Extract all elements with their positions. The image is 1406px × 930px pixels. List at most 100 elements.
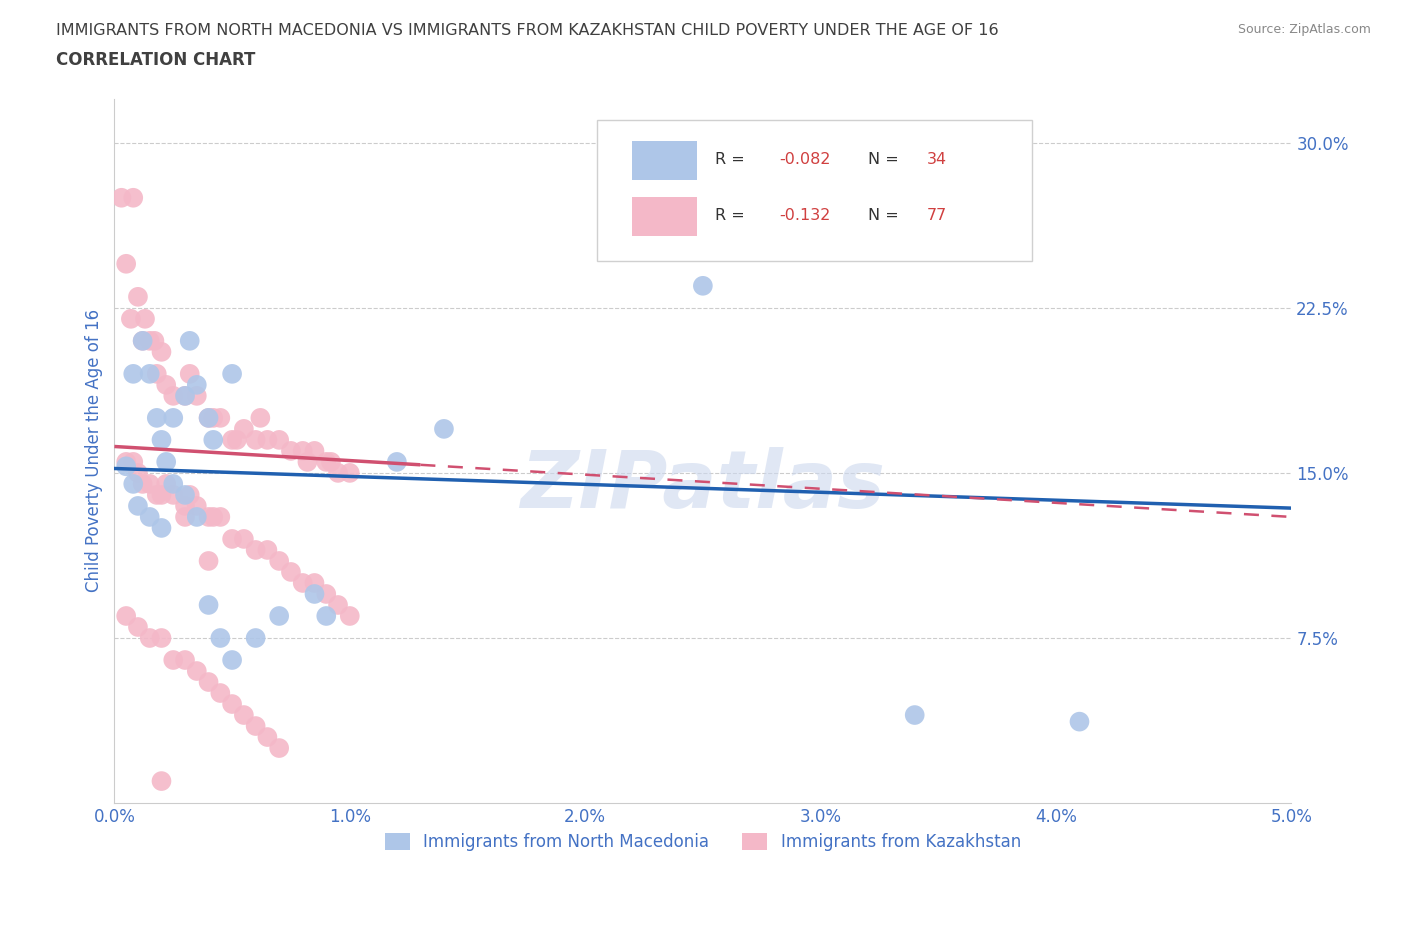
Point — [174, 653, 197, 668]
FancyBboxPatch shape — [633, 197, 697, 236]
Text: CORRELATION CHART: CORRELATION CHART — [56, 51, 256, 69]
Point — [186, 498, 208, 513]
Point — [716, 234, 738, 249]
Point — [256, 730, 278, 745]
Point — [245, 542, 267, 557]
Text: R =: R = — [714, 152, 749, 166]
Point — [280, 444, 302, 458]
Point — [209, 510, 232, 525]
Point — [146, 487, 169, 502]
Point — [150, 432, 173, 447]
Point — [221, 432, 243, 447]
Text: Source: ZipAtlas.com: Source: ZipAtlas.com — [1237, 23, 1371, 36]
Text: R =: R = — [714, 208, 749, 223]
Point — [127, 465, 149, 480]
Point — [143, 333, 166, 348]
Text: ZIPatlas: ZIPatlas — [520, 447, 886, 525]
Point — [326, 598, 349, 613]
Point — [326, 465, 349, 480]
Text: -0.132: -0.132 — [779, 208, 831, 223]
Point — [280, 565, 302, 579]
Point — [692, 278, 714, 293]
Point — [197, 410, 219, 425]
Point — [245, 719, 267, 734]
Point — [162, 487, 184, 502]
Point — [319, 455, 342, 470]
Text: -0.082: -0.082 — [779, 152, 831, 166]
Point — [315, 455, 337, 470]
Text: 34: 34 — [927, 152, 946, 166]
Point — [138, 510, 160, 525]
Point — [155, 476, 177, 491]
FancyBboxPatch shape — [598, 120, 1032, 260]
FancyBboxPatch shape — [633, 141, 697, 179]
Point — [155, 455, 177, 470]
Point — [904, 708, 927, 723]
Point — [249, 410, 271, 425]
Point — [122, 191, 145, 206]
Point — [174, 389, 197, 404]
Point — [221, 366, 243, 381]
Point — [269, 608, 291, 623]
Point — [269, 553, 291, 568]
Point — [197, 598, 219, 613]
Point — [339, 608, 361, 623]
Point — [174, 487, 197, 502]
Point — [127, 289, 149, 304]
Point — [150, 344, 173, 359]
Point — [162, 389, 184, 404]
Point — [232, 532, 254, 547]
Point — [138, 333, 160, 348]
Point — [385, 455, 408, 470]
Point — [291, 444, 314, 458]
Text: N =: N = — [868, 152, 904, 166]
Point — [232, 708, 254, 723]
Point — [304, 576, 326, 591]
Point — [269, 740, 291, 755]
Point — [162, 653, 184, 668]
Point — [232, 421, 254, 436]
Text: 77: 77 — [927, 208, 946, 223]
Point — [115, 458, 138, 473]
Point — [304, 444, 326, 458]
Point — [256, 432, 278, 447]
Point — [186, 510, 208, 525]
Point — [174, 510, 197, 525]
Point — [174, 389, 197, 404]
Point — [202, 410, 225, 425]
Point — [1069, 714, 1091, 729]
Point — [122, 366, 145, 381]
Point — [155, 378, 177, 392]
Point — [110, 191, 132, 206]
Point — [339, 465, 361, 480]
Point — [150, 521, 173, 536]
Point — [120, 312, 142, 326]
Point — [115, 257, 138, 272]
Point — [221, 532, 243, 547]
Point — [127, 498, 149, 513]
Point — [202, 432, 225, 447]
Point — [138, 631, 160, 645]
Point — [197, 410, 219, 425]
Point — [150, 487, 173, 502]
Point — [179, 333, 201, 348]
Point — [186, 389, 208, 404]
Point — [221, 653, 243, 668]
Point — [122, 476, 145, 491]
Point — [138, 476, 160, 491]
Text: IMMIGRANTS FROM NORTH MACEDONIA VS IMMIGRANTS FROM KAZAKHSTAN CHILD POVERTY UNDE: IMMIGRANTS FROM NORTH MACEDONIA VS IMMIG… — [56, 23, 998, 38]
Point — [122, 455, 145, 470]
Point — [197, 553, 219, 568]
Point — [291, 576, 314, 591]
Point — [315, 587, 337, 602]
Point — [186, 664, 208, 679]
Point — [146, 410, 169, 425]
Legend: Immigrants from North Macedonia, Immigrants from Kazakhstan: Immigrants from North Macedonia, Immigra… — [378, 827, 1028, 858]
Point — [209, 410, 232, 425]
Point — [433, 421, 456, 436]
Point — [150, 774, 173, 789]
Point — [186, 378, 208, 392]
Point — [256, 542, 278, 557]
Point — [179, 366, 201, 381]
Point — [150, 631, 173, 645]
